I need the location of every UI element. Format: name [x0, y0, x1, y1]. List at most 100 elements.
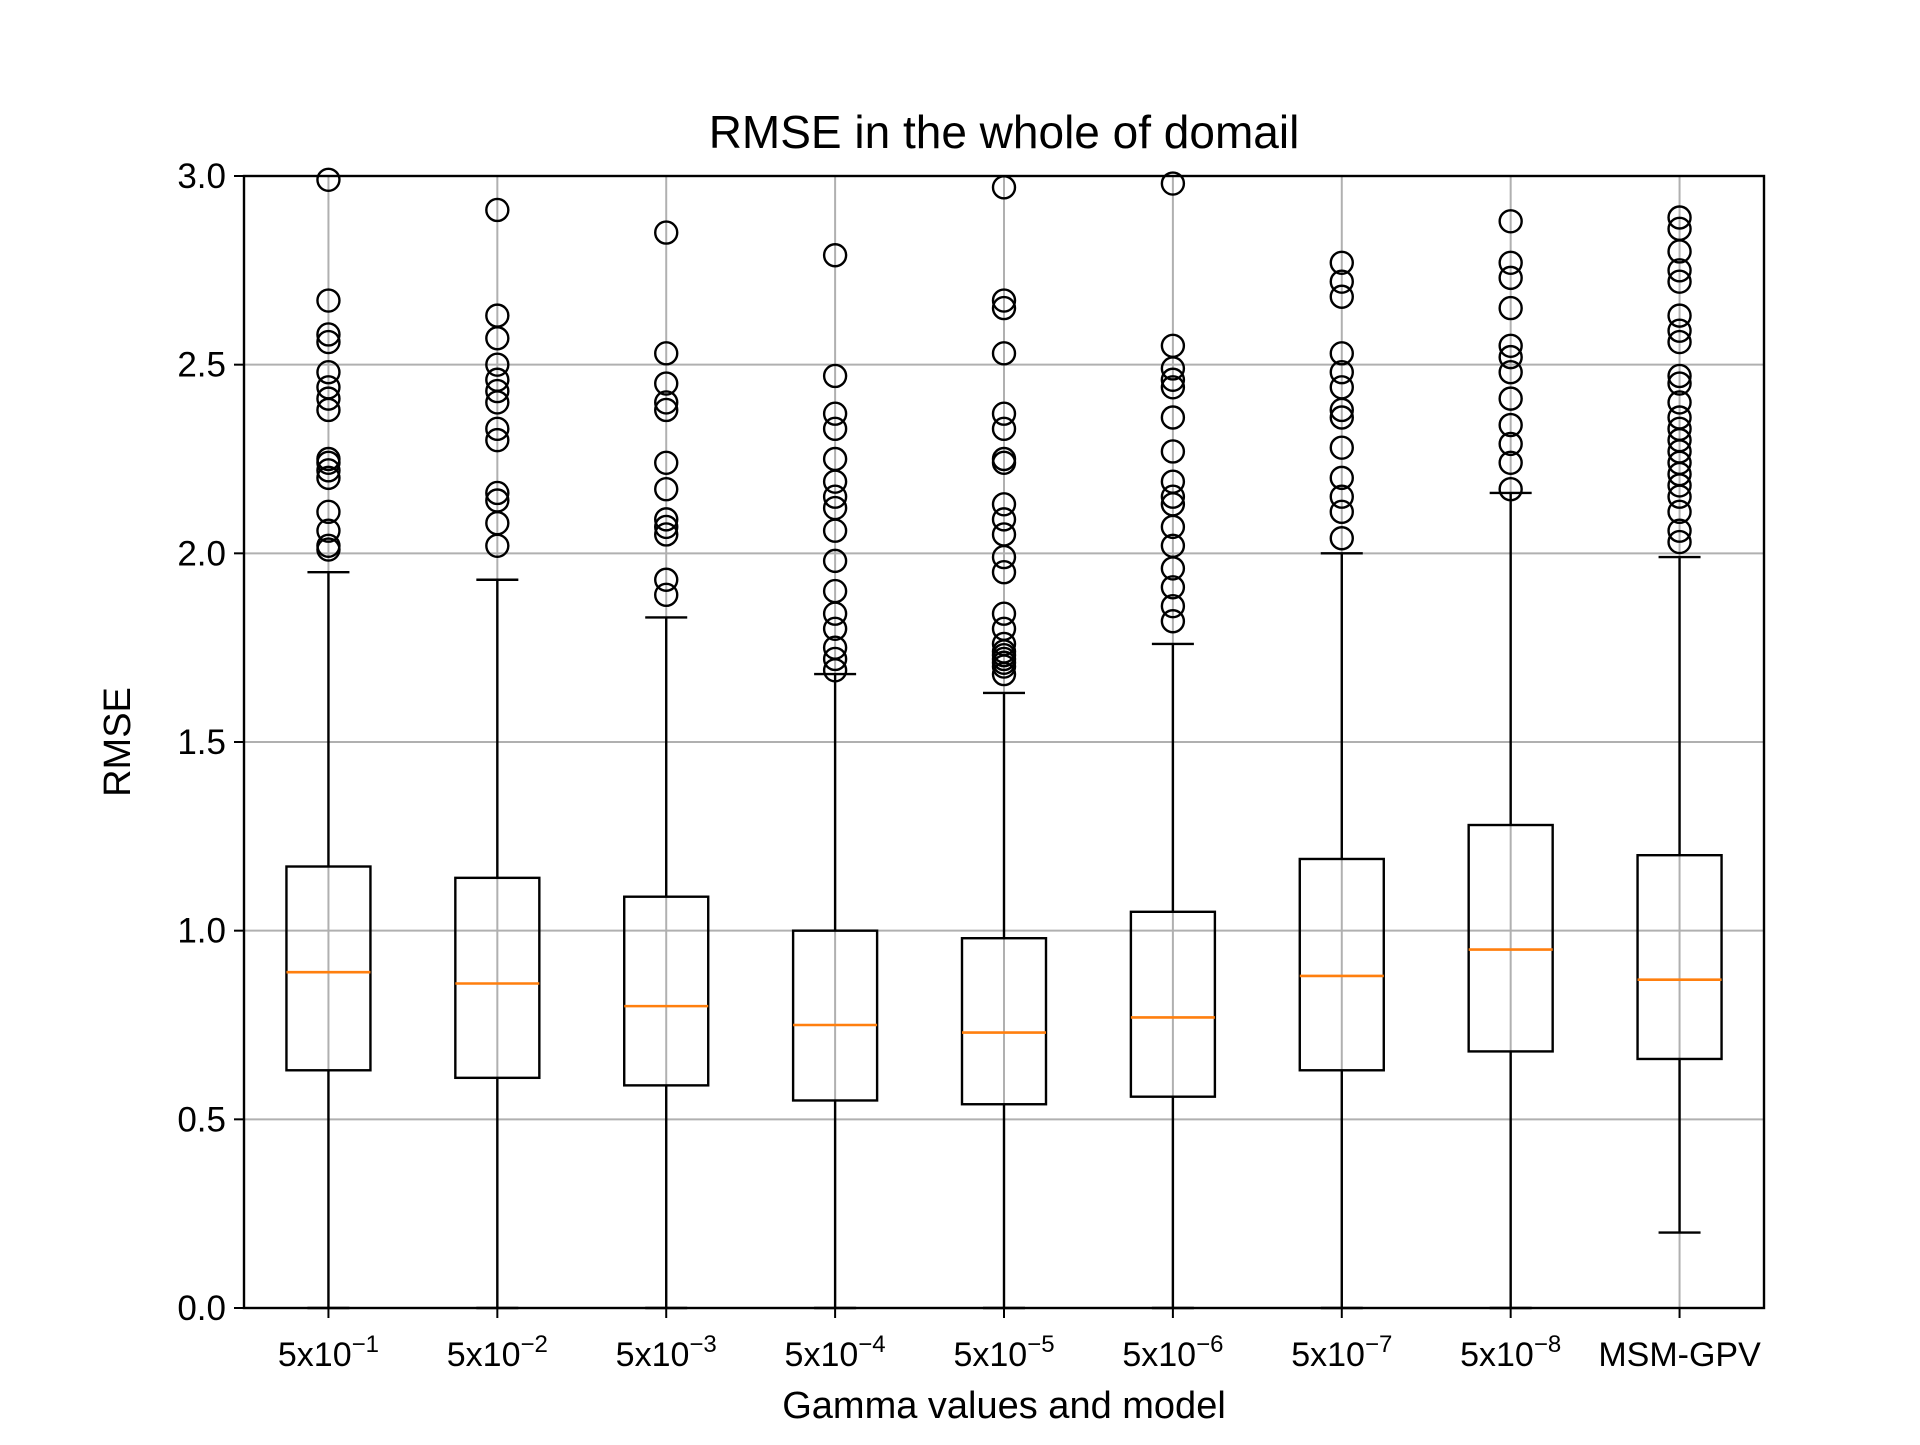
outlier-point — [1160, 405, 1186, 430]
outlier-point — [991, 416, 1017, 442]
x-tick-label: 5x10−7 — [1291, 1331, 1392, 1374]
outlier-point — [1498, 344, 1523, 370]
outlier-point — [1329, 435, 1354, 460]
outlier-point — [1329, 499, 1354, 525]
outlier-point — [485, 488, 510, 513]
box-group — [454, 197, 541, 1310]
outlier-point — [822, 635, 848, 660]
outlier-point — [485, 197, 510, 223]
outlier-point — [1160, 484, 1186, 509]
outlier-point — [991, 401, 1017, 426]
iqr-box — [1129, 910, 1217, 1098]
box-group — [285, 167, 372, 1310]
iqr-box — [960, 937, 1048, 1106]
box-group — [1467, 209, 1554, 1310]
outlier-point — [822, 616, 848, 641]
outlier-point — [316, 499, 341, 525]
outlier-point — [1498, 386, 1523, 411]
outlier-point — [316, 322, 341, 347]
x-tick-label: MSM-GPV — [1598, 1336, 1761, 1374]
y-tick-label: 1.5 — [177, 723, 226, 762]
outlier-point — [316, 167, 341, 192]
chart-title: RMSE in the whole of domail — [709, 106, 1300, 158]
outlier-point — [1498, 265, 1523, 291]
outlier-point — [654, 567, 679, 592]
outlier-point — [1329, 250, 1354, 275]
box-group — [1298, 250, 1385, 1310]
outlier-point — [316, 360, 341, 385]
outlier-point — [1160, 609, 1186, 634]
outlier-point — [991, 560, 1017, 585]
outlier-point — [1329, 484, 1354, 509]
outlier-point — [654, 220, 679, 245]
outlier-point — [991, 522, 1017, 547]
outlier-point — [991, 631, 1017, 657]
outlier-point — [1667, 518, 1692, 543]
outlier-point — [654, 507, 679, 532]
outlier-point — [1667, 329, 1692, 355]
iqr-box — [1636, 854, 1723, 1061]
outlier-point — [316, 288, 341, 313]
outlier-point — [1329, 526, 1354, 551]
outlier-point — [822, 548, 848, 574]
outlier-point — [485, 416, 510, 442]
iqr-box — [454, 876, 541, 1080]
x-tick-label: 5x10−4 — [785, 1331, 886, 1374]
outlier-point — [654, 522, 679, 547]
outlier-point — [1667, 405, 1692, 430]
outlier-point — [316, 375, 341, 400]
outlier-point — [316, 518, 341, 543]
outlier-point — [822, 243, 848, 268]
y-tick-label: 1.0 — [177, 912, 226, 951]
outlier-point — [485, 427, 510, 453]
iqr-box — [791, 929, 879, 1102]
outlier-point — [1329, 341, 1354, 366]
outlier-point — [316, 458, 341, 483]
outlier-point — [822, 495, 848, 521]
outlier-point — [1160, 469, 1186, 494]
outlier-point — [822, 484, 848, 509]
outlier-point — [654, 397, 679, 423]
outlier-point — [1329, 405, 1354, 430]
iqr-box — [285, 865, 372, 1072]
x-tick-label: 5x10−6 — [1122, 1331, 1223, 1374]
tick-layer: 0.0 0.5 1.0 1.5 2.0 2.5 3.0 5x10−1 5x10−2 5x10−3 5… — [177, 157, 1761, 1374]
outlier-point — [1667, 499, 1692, 525]
outlier-point — [991, 288, 1017, 313]
outlier-point — [991, 507, 1017, 532]
outlier-point — [991, 295, 1017, 321]
box-group — [1636, 205, 1723, 1234]
outlier-point — [1498, 360, 1523, 385]
outlier-point — [654, 514, 679, 540]
outlier-point — [822, 401, 848, 426]
outlier-point — [654, 476, 679, 502]
outlier-point — [316, 329, 341, 355]
x-tick-label: 5x10−3 — [616, 1331, 717, 1374]
iqr-box — [1298, 857, 1385, 1072]
outlier-point — [1498, 295, 1523, 321]
outlier-point — [1160, 171, 1186, 196]
outlier-point — [316, 533, 341, 558]
outlier-point — [1667, 318, 1692, 343]
y-tick-label: 0.5 — [177, 1100, 226, 1139]
outlier-point — [1160, 439, 1186, 464]
outlier-point — [485, 352, 510, 377]
outlier-point — [1160, 533, 1186, 558]
outlier-point — [1498, 209, 1523, 234]
outlier-point — [1667, 390, 1692, 415]
y-tick-label: 2.5 — [177, 346, 226, 385]
outlier-point — [1498, 476, 1523, 502]
outlier-point — [1667, 363, 1692, 389]
outlier-point — [822, 416, 848, 442]
outlier-point — [822, 646, 848, 672]
outlier-point — [1667, 258, 1692, 283]
outlier-point — [654, 371, 679, 396]
iqr-box — [1467, 823, 1554, 1053]
x-axis-label: Gamma values and model — [782, 1385, 1226, 1427]
outlier-point — [1160, 333, 1186, 358]
outlier-point — [654, 582, 679, 608]
outlier-point — [1667, 529, 1692, 555]
box-layer — [285, 167, 1723, 1310]
